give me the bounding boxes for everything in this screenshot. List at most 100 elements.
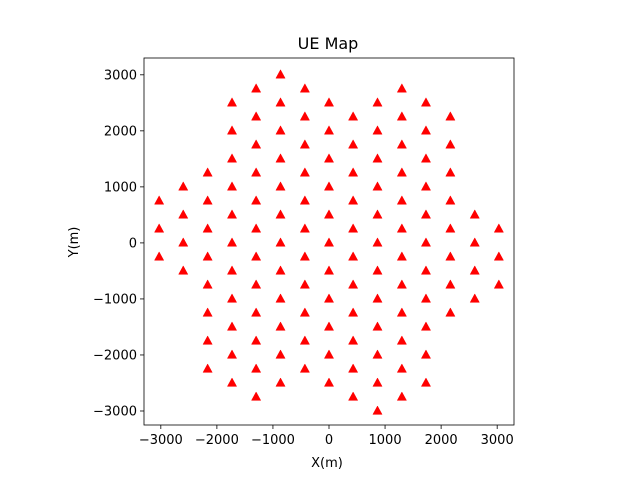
ue-point-marker: [299, 167, 310, 177]
ue-point-marker: [420, 321, 432, 331]
ue-point-marker: [226, 97, 238, 107]
ue-point-marker: [323, 321, 335, 331]
ue-point-marker: [275, 237, 286, 247]
y-tick-label: 3000: [104, 68, 137, 83]
ue-point-marker: [420, 97, 432, 107]
ue-point-marker: [445, 167, 456, 177]
ue-point-marker: [396, 111, 407, 121]
ue-point-marker: [251, 167, 262, 177]
ue-point-marker: [275, 181, 286, 191]
ue-point-marker: [226, 153, 238, 163]
ue-point-marker: [275, 321, 286, 331]
x-tick-label: 1000: [369, 433, 402, 448]
ue-point-marker: [178, 265, 189, 275]
ue-point-marker: [251, 223, 262, 233]
ue-point-marker: [445, 111, 456, 121]
ue-point-marker: [420, 377, 432, 387]
ue-point-marker: [323, 237, 335, 247]
y-tick-label: 0: [129, 236, 137, 251]
ue-point-marker: [372, 125, 383, 135]
ue-point-marker: [493, 251, 504, 261]
ue-point-marker: [299, 139, 310, 149]
ue-point-marker: [226, 265, 238, 275]
ue-point-marker: [348, 279, 359, 289]
ue-point-marker: [299, 111, 310, 121]
ue-point-marker: [275, 377, 286, 387]
ue-point-marker: [202, 223, 213, 233]
ue-point-marker: [275, 69, 286, 79]
ue-point-marker: [299, 195, 310, 205]
ue-point-marker: [202, 335, 213, 345]
ue-point-marker: [445, 251, 456, 261]
ue-point-marker: [420, 293, 432, 303]
ue-point-marker: [372, 209, 383, 219]
ue-point-marker: [202, 195, 213, 205]
y-tick-label: −1000: [93, 292, 137, 307]
ue-point-marker: [323, 97, 335, 107]
ue-point-marker: [323, 209, 335, 219]
ue-point-marker: [226, 237, 238, 247]
ue-point-marker: [154, 223, 165, 233]
x-tick-label: 3000: [481, 433, 514, 448]
ue-point-marker: [299, 363, 310, 373]
ue-point-marker: [420, 265, 432, 275]
ue-point-marker: [493, 279, 504, 289]
ue-point-marker: [372, 293, 383, 303]
y-axis-label: Y(m): [67, 227, 82, 259]
x-tick-label: 2000: [425, 433, 458, 448]
ue-point-marker: [396, 279, 407, 289]
ue-point-marker: [348, 307, 359, 317]
ue-point-marker: [178, 181, 189, 191]
ue-point-marker: [323, 153, 335, 163]
ue-point-marker: [299, 223, 310, 233]
y-tick-label: −3000: [93, 404, 137, 419]
ue-point-marker: [396, 391, 407, 401]
ue-point-marker: [469, 265, 480, 275]
ue-point-marker: [299, 251, 310, 261]
ue-point-marker: [251, 251, 262, 261]
ue-point-marker: [348, 223, 359, 233]
ue-point-marker: [323, 181, 335, 191]
ue-point-marker: [202, 251, 213, 261]
y-tick-label: 2000: [104, 124, 137, 139]
ue-point-marker: [299, 279, 310, 289]
ue-point-marker: [372, 181, 383, 191]
ue-point-marker: [372, 265, 383, 275]
x-tick-label: −1000: [251, 433, 295, 448]
ue-point-marker: [396, 335, 407, 345]
ue-point-marker: [154, 195, 165, 205]
ue-point-marker: [469, 237, 480, 247]
ue-point-marker: [348, 391, 359, 401]
ue-point-marker: [396, 223, 407, 233]
ue-point-marker: [202, 167, 213, 177]
ue-point-marker: [372, 237, 383, 247]
ue-point-marker: [178, 209, 189, 219]
plot-area: [154, 69, 504, 415]
ue-point-marker: [275, 349, 286, 359]
ue-point-marker: [372, 377, 383, 387]
ue-point-marker: [299, 335, 310, 345]
ue-point-marker: [251, 307, 262, 317]
ue-point-marker: [226, 181, 238, 191]
ue-point-marker: [420, 349, 432, 359]
ue-point-marker: [226, 321, 238, 331]
ue-point-marker: [275, 97, 286, 107]
ue-point-marker: [323, 265, 335, 275]
ue-point-marker: [348, 139, 359, 149]
ue-point-marker: [323, 125, 335, 135]
ue-point-marker: [348, 111, 359, 121]
ue-point-marker: [251, 363, 262, 373]
y-tick-label: 1000: [104, 180, 137, 195]
ue-point-marker: [226, 377, 238, 387]
ue-point-marker: [420, 181, 432, 191]
ue-point-marker: [226, 293, 238, 303]
ue-point-marker: [469, 293, 480, 303]
ue-point-marker: [202, 363, 213, 373]
ue-point-marker: [420, 209, 432, 219]
ue-point-marker: [202, 307, 213, 317]
ue-point-marker: [396, 167, 407, 177]
ue-point-marker: [445, 223, 456, 233]
ue-point-marker: [372, 349, 383, 359]
